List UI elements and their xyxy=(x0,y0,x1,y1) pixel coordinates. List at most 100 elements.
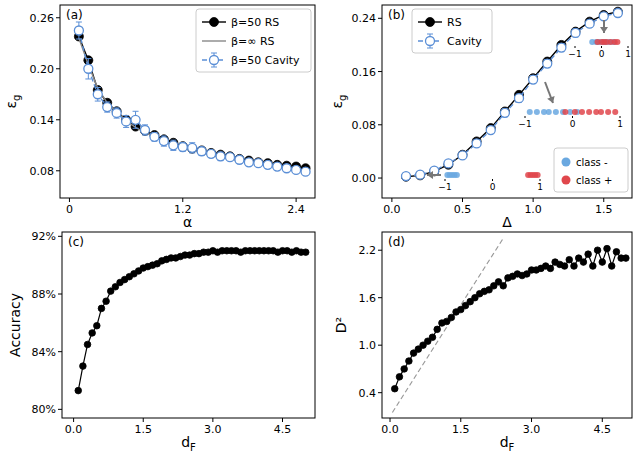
inset-tick xyxy=(601,46,602,48)
data-point xyxy=(426,18,435,27)
legend-line xyxy=(202,40,226,41)
series-line xyxy=(79,38,306,171)
data-point xyxy=(159,137,168,146)
y-axis-label: εg xyxy=(329,95,348,109)
inset-tick-label: 1 xyxy=(625,49,631,59)
y-tick xyxy=(378,250,382,251)
inset-point xyxy=(605,109,611,115)
data-point xyxy=(529,75,538,84)
y-tick xyxy=(378,71,382,72)
data-point xyxy=(623,255,630,262)
data-point xyxy=(416,171,425,180)
inset-tick xyxy=(492,179,493,181)
inset-tick-label: 0 xyxy=(599,49,605,59)
x-tick xyxy=(143,418,144,422)
data-point xyxy=(566,256,573,263)
data-point xyxy=(188,144,197,153)
data-point xyxy=(103,103,112,112)
data-point xyxy=(401,366,408,373)
inset-point xyxy=(534,109,540,115)
data-point xyxy=(458,151,467,160)
y-tick-label: 0.08 xyxy=(352,119,377,132)
data-point xyxy=(599,12,608,21)
plot-frame xyxy=(60,5,315,198)
data-point xyxy=(613,248,620,255)
data-point xyxy=(178,142,187,151)
x-tick xyxy=(282,418,283,422)
x-tick xyxy=(390,418,391,422)
panel-title: (b) xyxy=(388,8,405,22)
class-legend-swatch xyxy=(562,158,571,167)
y-tick xyxy=(56,68,60,69)
y-tick-label: 0.08 xyxy=(30,165,55,178)
inset-tick-label: −1 xyxy=(518,119,531,129)
data-point xyxy=(416,170,425,179)
data-point xyxy=(391,385,398,392)
data-point xyxy=(84,341,91,348)
x-tick-label: 0.0 xyxy=(383,203,401,216)
x-tick xyxy=(462,198,463,202)
data-point xyxy=(150,132,159,141)
y-tick-label: 84% xyxy=(32,346,56,359)
data-point xyxy=(406,358,413,365)
data-point xyxy=(84,64,93,73)
y-tick-label: 0.00 xyxy=(352,172,377,185)
x-tick xyxy=(602,418,603,422)
data-point xyxy=(594,247,601,254)
y-tick xyxy=(378,345,382,346)
plot-frame xyxy=(62,232,315,418)
x-tick xyxy=(391,198,392,202)
x-tick-label: 3.0 xyxy=(523,423,541,436)
data-point xyxy=(585,251,592,258)
x-tick xyxy=(69,198,70,202)
data-point xyxy=(604,245,611,252)
data-point xyxy=(500,283,507,290)
inset-tick xyxy=(628,46,629,48)
inset-tick xyxy=(575,46,576,48)
x-tick xyxy=(182,198,183,202)
x-axis-label: α xyxy=(183,214,192,230)
y-tick-label: 2.2 xyxy=(359,244,377,257)
data-point xyxy=(515,94,524,103)
data-point xyxy=(169,141,178,150)
data-point xyxy=(94,322,101,329)
y-tick xyxy=(378,124,382,125)
data-point xyxy=(216,152,225,161)
y-tick xyxy=(378,297,382,298)
x-axis-label: dF xyxy=(181,434,196,453)
y-axis-label: Accuracy xyxy=(7,293,23,357)
data-point xyxy=(235,155,244,164)
y-tick-label: 0.14 xyxy=(30,114,55,127)
data-point xyxy=(458,150,467,159)
inset-point xyxy=(614,39,620,45)
x-axis-label: dF xyxy=(500,434,515,453)
data-point xyxy=(98,305,105,312)
data-point xyxy=(122,117,131,126)
legend-label: β=50 Cavity xyxy=(231,54,300,67)
legend-label: β=∞ RS xyxy=(231,35,275,48)
data-point xyxy=(571,28,580,37)
inset-tick xyxy=(525,116,526,118)
y-tick-label: 92% xyxy=(32,230,56,243)
data-point xyxy=(402,172,411,181)
y-axis-label: D² xyxy=(333,317,349,333)
x-tick-label: 1.0 xyxy=(524,203,542,216)
inset-tick xyxy=(540,179,541,181)
data-point xyxy=(74,26,83,35)
y-tick xyxy=(378,178,382,179)
x-tick xyxy=(460,418,461,422)
data-point xyxy=(112,108,121,117)
data-point xyxy=(103,298,110,305)
x-tick xyxy=(212,418,213,422)
y-tick-label: 0.24 xyxy=(352,12,377,25)
y-tick-label: 88% xyxy=(32,288,56,301)
data-point xyxy=(254,158,263,167)
legend-label: β=50 RS xyxy=(231,16,279,29)
arrow-head xyxy=(600,27,608,33)
x-tick-label: 2.4 xyxy=(287,203,305,216)
y-tick-label: 0.26 xyxy=(30,12,55,25)
x-tick xyxy=(531,418,532,422)
data-point xyxy=(590,263,597,270)
inset-tick-label: −1 xyxy=(568,49,581,59)
inset-tick xyxy=(445,179,446,181)
